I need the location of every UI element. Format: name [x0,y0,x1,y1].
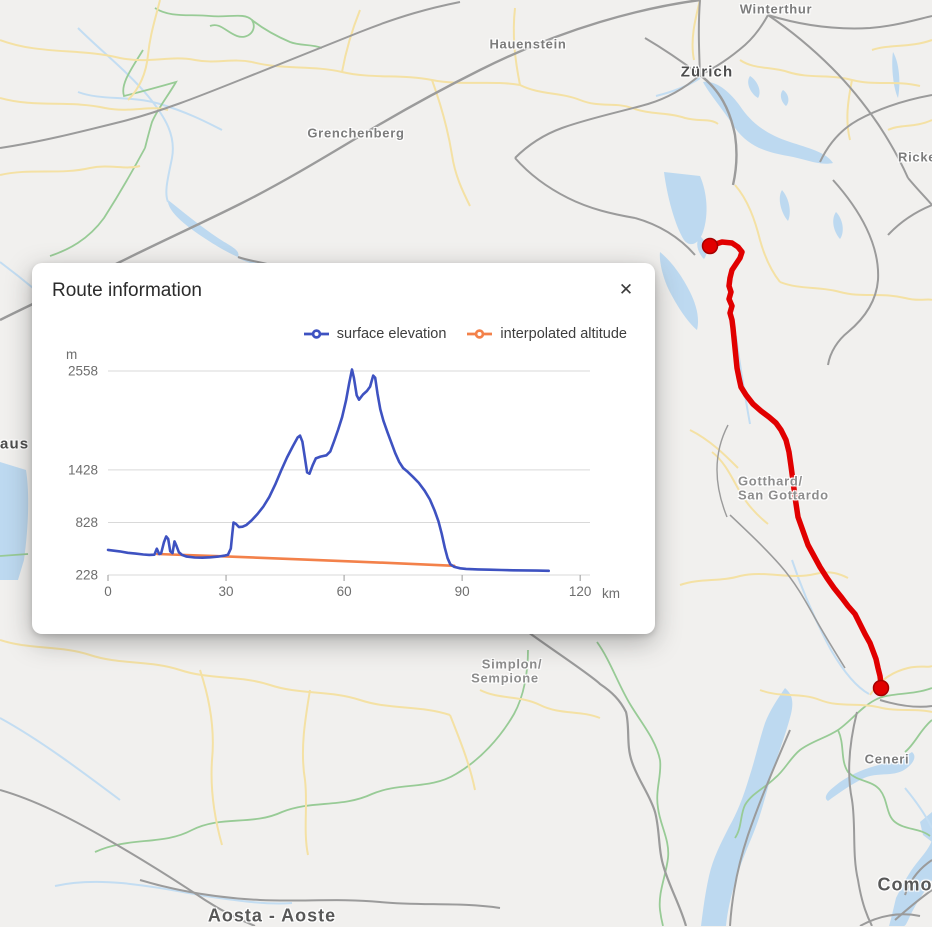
legend-marker-icon [466,328,493,340]
close-icon[interactable]: ✕ [613,277,639,303]
legend-label: interpolated altitude [500,326,627,342]
elevation-chart: 228 828 1428 2558 0 30 60 90 120 m km [32,343,655,618]
panel-title: Route information [52,280,202,302]
y-tick-label: 228 [75,568,98,583]
route-information-panel: Route information ✕ surface elevation int… [32,263,655,634]
x-tick-label: 30 [219,584,234,599]
x-tick-label: 90 [455,584,470,599]
route-start-marker[interactable] [703,239,718,254]
legend-label: surface elevation [337,326,447,342]
legend-marker-icon [303,328,330,340]
x-tick-label: 60 [337,584,352,599]
y-axis-unit: m [66,347,77,362]
chart-legend: surface elevation interpolated altitude [303,326,627,342]
series-interpolated-altitude [157,554,454,566]
x-tick-label: 0 [104,584,112,599]
y-tick-label: 828 [75,515,98,530]
route-end-marker[interactable] [874,681,889,696]
y-tick-label: 1428 [68,462,98,477]
legend-item[interactable]: surface elevation [303,326,447,342]
route-layer[interactable] [703,239,889,696]
legend-item[interactable]: interpolated altitude [466,326,627,342]
x-tick-label: 120 [569,584,592,599]
y-tick-label: 2558 [68,364,98,379]
x-axis-unit: km [602,586,620,601]
